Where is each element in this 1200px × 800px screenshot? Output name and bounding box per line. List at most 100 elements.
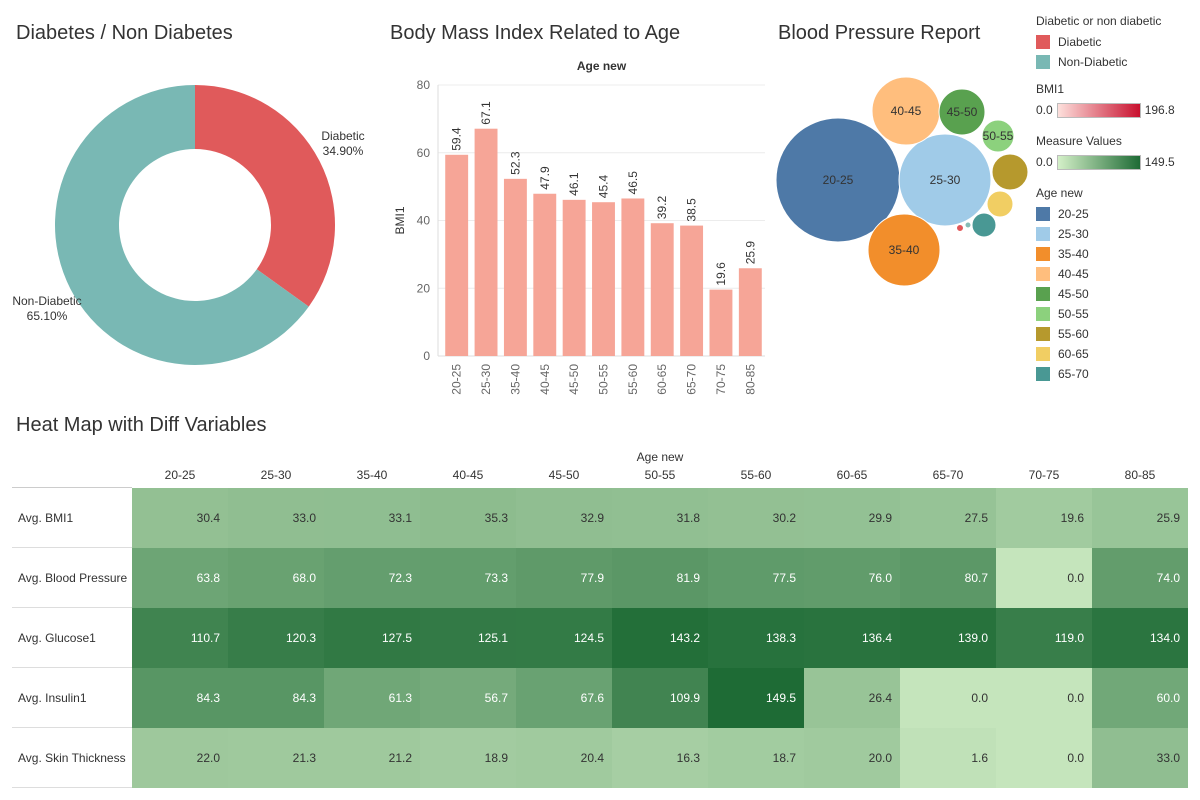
heatmap-column-header: 40-45 bbox=[452, 468, 484, 482]
heatmap-cell: 143.2 bbox=[612, 608, 708, 668]
legend-measure-max: 149.5 bbox=[1144, 155, 1175, 169]
bmi-x-tick-label: 45-50 bbox=[567, 364, 581, 395]
heatmap-column-header: 60-65 bbox=[836, 468, 868, 482]
donut-title: Diabetes / Non Diabetes bbox=[16, 22, 233, 44]
heatmap-cell: 63.8 bbox=[132, 548, 228, 608]
legend-bmi-scale: 0.0 196.8 bbox=[1036, 100, 1200, 120]
heatmap-cell: 33.0 bbox=[228, 488, 324, 548]
bmi-x-axis-title: Age new bbox=[577, 59, 627, 73]
legend-swatch bbox=[1036, 227, 1050, 241]
legend-item-diabetic[interactable]: Diabetic bbox=[1036, 32, 1200, 52]
bmi-y-tick-label: 80 bbox=[417, 78, 431, 92]
heatmap-cell: 136.4 bbox=[804, 608, 900, 668]
heatmap-title: Heat Map with Diff Variables bbox=[16, 414, 267, 436]
bubble-label: 25-30 bbox=[930, 173, 961, 187]
legend-swatch bbox=[1036, 267, 1050, 281]
heatmap-header-divider bbox=[12, 487, 132, 488]
heatmap-cell: 0.0 bbox=[900, 668, 996, 728]
heatmap-cell: 25.9 bbox=[1092, 488, 1188, 548]
heatmap-cell: 74.0 bbox=[1092, 548, 1188, 608]
legend-age-item-35-40[interactable]: 35-40 bbox=[1036, 244, 1200, 264]
heatmap-column-header: 20-25 bbox=[164, 468, 196, 482]
bmi-y-axis-title: BMI1 bbox=[393, 206, 407, 234]
legend-swatch bbox=[1036, 247, 1050, 261]
heatmap-cell: 73.3 bbox=[420, 548, 516, 608]
bmi-bar-chart: Age new BMI1 0 20 40 60 80 59.4 20-25 67.1 25-30 52… bbox=[393, 59, 765, 395]
legend-item-non-diabetic[interactable]: Non-Diabetic bbox=[1036, 52, 1200, 72]
heatmap-cell: 124.5 bbox=[516, 608, 612, 668]
heatmap-cell: 81.9 bbox=[612, 548, 708, 608]
bmi-bar-20-25 bbox=[445, 154, 469, 356]
bubble-60-65 bbox=[986, 190, 1014, 218]
legend-swatch bbox=[1036, 327, 1050, 341]
bmi-value-label: 47.9 bbox=[538, 166, 552, 190]
legend-swatch bbox=[1036, 35, 1050, 49]
heatmap-row-divider bbox=[12, 667, 132, 668]
legend-age-item-60-65[interactable]: 60-65 bbox=[1036, 344, 1200, 364]
bubble-chart-title: Blood Pressure Report bbox=[778, 22, 981, 44]
legend-age-item-55-60[interactable]: 55-60 bbox=[1036, 324, 1200, 344]
heatmap-cell: 0.0 bbox=[996, 548, 1092, 608]
bmi-value-label: 46.5 bbox=[626, 171, 640, 195]
legend-age-item-65-70[interactable]: 65-70 bbox=[1036, 364, 1200, 384]
heatmap-row-header: Avg. Glucose1 bbox=[18, 631, 96, 645]
bmi-bar-70-75 bbox=[709, 289, 733, 356]
legend-swatch bbox=[1036, 307, 1050, 321]
heatmap-row-header: Avg. Blood Pressure bbox=[18, 571, 128, 585]
heatmap-column-header: 80-85 bbox=[1124, 468, 1156, 482]
legend-measure-min: 0.0 bbox=[1036, 155, 1053, 169]
heatmap-cell: 72.3 bbox=[324, 548, 420, 608]
heatmap-row-divider bbox=[12, 787, 132, 788]
heatmap-cell: 31.8 bbox=[612, 488, 708, 548]
bmi-x-tick-label: 40-45 bbox=[538, 364, 552, 395]
bubble-65-70 bbox=[971, 212, 997, 238]
heatmap-cell: 26.4 bbox=[804, 668, 900, 728]
heatmap-row-header: Avg. Skin Thickness bbox=[18, 751, 126, 765]
legend-age-item-25-30[interactable]: 25-30 bbox=[1036, 224, 1200, 244]
heatmap-table: Age new 20-25 25-30 35-40 40-45 45-50 50-55 55-… bbox=[12, 446, 1188, 790]
legend-label: 50-55 bbox=[1058, 307, 1089, 321]
heatmap-column-header: 65-70 bbox=[932, 468, 964, 482]
legend-age-item-50-55[interactable]: 50-55 bbox=[1036, 304, 1200, 324]
bmi-value-label: 59.4 bbox=[450, 127, 464, 151]
heatmap-row-divider bbox=[12, 547, 132, 548]
heatmap-cell: 19.6 bbox=[996, 488, 1092, 548]
heatmap-cell: 138.3 bbox=[708, 608, 804, 668]
bmi-gradient-bar bbox=[1056, 102, 1141, 118]
legend-panel: Diabetic or non diabetic Diabetic Non-Dia… bbox=[1036, 14, 1200, 396]
legend-bmi-title: BMI1 bbox=[1036, 82, 1065, 96]
heatmap-cell: 125.1 bbox=[420, 608, 516, 668]
heatmap-cell: 139.0 bbox=[900, 608, 996, 668]
bubble-55-60 bbox=[991, 153, 1029, 191]
legend-label: 20-25 bbox=[1058, 207, 1089, 221]
bubble-label: 20-25 bbox=[823, 173, 854, 187]
bubble-25-30 bbox=[898, 133, 992, 227]
legend-age-item-40-45[interactable]: 40-45 bbox=[1036, 264, 1200, 284]
heatmap-cell: 1.6 bbox=[900, 728, 996, 788]
donut-label-name: Diabetic bbox=[321, 129, 364, 143]
heatmap-cell: 18.9 bbox=[420, 728, 516, 788]
legend-age-item-20-25[interactable]: 20-25 bbox=[1036, 204, 1200, 224]
legend-label: 45-50 bbox=[1058, 287, 1089, 301]
bubble-50-55 bbox=[981, 119, 1015, 153]
bmi-x-tick-label: 70-75 bbox=[714, 364, 728, 395]
legend-label: 25-30 bbox=[1058, 227, 1089, 241]
heatmap-cell: 27.5 bbox=[900, 488, 996, 548]
bmi-x-tick-label: 55-60 bbox=[626, 364, 640, 395]
heatmap-cell: 119.0 bbox=[996, 608, 1092, 668]
heatmap-cell: 134.0 bbox=[1092, 608, 1188, 668]
legend-swatch bbox=[1036, 207, 1050, 221]
heatmap-row-divider bbox=[12, 607, 132, 608]
legend-age-item-45-50[interactable]: 45-50 bbox=[1036, 284, 1200, 304]
bmi-x-tick-label: 80-85 bbox=[743, 364, 757, 395]
donut-slice-diabetic bbox=[195, 85, 336, 307]
heatmap-cell: 109.9 bbox=[612, 668, 708, 728]
bmi-bar-80-85 bbox=[738, 268, 762, 356]
bmi-x-tick-label: 25-30 bbox=[479, 364, 493, 395]
bubble-label: 45-50 bbox=[947, 105, 978, 119]
heatmap-cell: 0.0 bbox=[996, 668, 1092, 728]
legend-bmi-max: 196.8 bbox=[1144, 103, 1175, 117]
heatmap-cell: 77.5 bbox=[708, 548, 804, 608]
bmi-bar-35-40 bbox=[503, 178, 527, 356]
